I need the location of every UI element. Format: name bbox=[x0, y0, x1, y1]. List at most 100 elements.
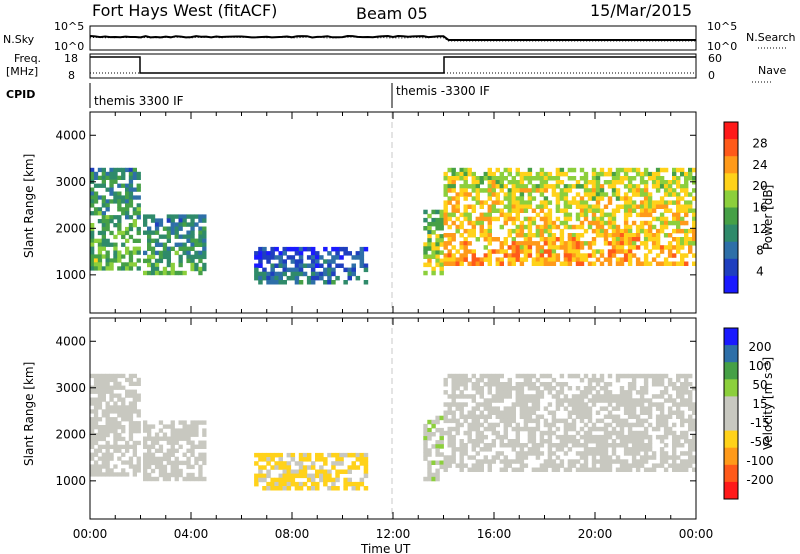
velocity-cell-r2 bbox=[270, 481, 275, 487]
velocity-cell-r4 bbox=[535, 402, 541, 407]
power-cell-r1 bbox=[174, 230, 179, 235]
velocity-cell-r4 bbox=[631, 377, 637, 383]
power-cell-r4 bbox=[523, 237, 529, 242]
power-cell-r2 bbox=[339, 263, 344, 268]
velocity-cell-r4 bbox=[684, 386, 689, 391]
power-cell-r0 bbox=[97, 266, 103, 271]
velocity-cell-r1 bbox=[162, 472, 168, 478]
power-cell-r4 bbox=[515, 171, 520, 177]
power-cell-r4 bbox=[684, 208, 689, 213]
power-cell-r4 bbox=[607, 220, 613, 226]
colorbar-swatch bbox=[724, 464, 738, 483]
power-cell-r4 bbox=[639, 241, 645, 246]
velocity-cell-r3 bbox=[435, 415, 440, 421]
power-cell-r4 bbox=[627, 237, 633, 242]
velocity-cell-r4 bbox=[692, 410, 697, 415]
velocity-cell-r0 bbox=[105, 444, 110, 449]
power-cell-r4 bbox=[547, 253, 553, 258]
power-cell-r4 bbox=[539, 176, 545, 181]
velocity-cell-r4 bbox=[595, 377, 601, 383]
velocity-cell-r4 bbox=[579, 418, 585, 424]
velocity-cell-r4 bbox=[515, 451, 520, 456]
velocity-cell-r4 bbox=[463, 394, 468, 399]
velocity-cell-r4 bbox=[547, 410, 553, 415]
power-cell-r2 bbox=[306, 255, 312, 260]
power-cell-r3 bbox=[435, 254, 440, 259]
power-cell-r4 bbox=[515, 204, 520, 209]
power-cell-r4 bbox=[555, 192, 561, 197]
power-cell-r1 bbox=[147, 242, 152, 247]
colorbar-swatch bbox=[724, 379, 738, 397]
power-cell-r4 bbox=[591, 196, 597, 201]
velocity-cell-r4 bbox=[631, 402, 637, 407]
velocity-cell-r1 bbox=[178, 468, 183, 474]
power-colorbar-label: Power [dB] bbox=[761, 185, 775, 250]
velocity-cell-r4 bbox=[684, 467, 689, 472]
velocity-cell-r4 bbox=[443, 390, 448, 395]
power-cell-r4 bbox=[603, 237, 609, 242]
velocity-cell-r1 bbox=[186, 428, 191, 433]
power-cell-r4 bbox=[443, 176, 448, 181]
power-cell-r4 bbox=[607, 224, 613, 230]
velocity-cell-r4 bbox=[623, 398, 629, 403]
power-cell-r0 bbox=[132, 223, 137, 228]
power-cell-r4 bbox=[676, 204, 681, 209]
power-cell-r1 bbox=[150, 266, 156, 272]
time-tick-label: 12:00 bbox=[376, 527, 411, 541]
power-cell-r4 bbox=[479, 188, 484, 193]
power-cell-r4 bbox=[663, 233, 669, 238]
power-cell-r4 bbox=[595, 228, 601, 234]
velocity-cell-r4 bbox=[475, 386, 480, 391]
power-cell-r4 bbox=[463, 237, 468, 242]
power-cell-r4 bbox=[543, 180, 549, 185]
velocity-cell-r0 bbox=[101, 377, 106, 383]
velocity-cell-r4 bbox=[579, 451, 585, 456]
power-cell-r2 bbox=[258, 259, 263, 264]
power-cell-r4 bbox=[615, 224, 621, 230]
velocity-cell-r4 bbox=[643, 430, 649, 436]
velocity-cell-r4 bbox=[543, 463, 549, 468]
velocity-cell-r0 bbox=[101, 452, 106, 457]
power-cell-r2 bbox=[347, 267, 352, 273]
power-cell-r4 bbox=[443, 184, 448, 189]
power-cell-r4 bbox=[539, 192, 545, 197]
velocity-cell-r4 bbox=[607, 382, 613, 387]
power-cell-r0 bbox=[117, 175, 122, 180]
power-cell-r3 bbox=[439, 217, 444, 223]
velocity-cell-r4 bbox=[575, 459, 581, 464]
power-cell-r1 bbox=[170, 270, 175, 276]
power-cell-r4 bbox=[455, 224, 460, 230]
velocity-cell-r4 bbox=[619, 373, 625, 379]
power-cell-r4 bbox=[627, 204, 633, 209]
power-cell-r1 bbox=[182, 250, 187, 256]
power-cell-r0 bbox=[121, 207, 126, 212]
power-cell-r4 bbox=[447, 184, 452, 189]
velocity-cell-r0 bbox=[113, 432, 118, 438]
velocity-cell-r1 bbox=[186, 472, 191, 478]
power-cell-r0 bbox=[136, 246, 141, 251]
velocity-cell-r4 bbox=[535, 422, 541, 428]
power-cell-r4 bbox=[507, 245, 512, 250]
power-xticks bbox=[89, 112, 697, 313]
power-cell-r0 bbox=[105, 223, 110, 228]
velocity-cell-r4 bbox=[647, 402, 653, 407]
power-cell-r4 bbox=[672, 212, 677, 218]
power-cell-r1 bbox=[182, 246, 187, 251]
velocity-cell-r1 bbox=[194, 460, 199, 466]
velocity-cell-r0 bbox=[93, 452, 99, 457]
velocity-cell-r0 bbox=[97, 385, 103, 390]
velocity-cell-r0 bbox=[90, 409, 95, 414]
velocity-cell-r4 bbox=[559, 398, 565, 403]
power-cell-r4 bbox=[459, 257, 464, 262]
velocity-cell-r4 bbox=[647, 410, 653, 415]
power-cell-r4 bbox=[555, 253, 561, 258]
power-cell-r4 bbox=[583, 184, 589, 189]
power-cell-r4 bbox=[563, 196, 569, 201]
velocity-cell-r4 bbox=[692, 455, 697, 460]
power-cell-r4 bbox=[551, 245, 557, 250]
power-cell-r4 bbox=[643, 245, 649, 250]
velocity-cell-r4 bbox=[651, 451, 657, 456]
power-cell-r4 bbox=[559, 228, 565, 234]
power-cell-r2 bbox=[270, 275, 275, 281]
velocity-cell-r4 bbox=[591, 386, 597, 391]
